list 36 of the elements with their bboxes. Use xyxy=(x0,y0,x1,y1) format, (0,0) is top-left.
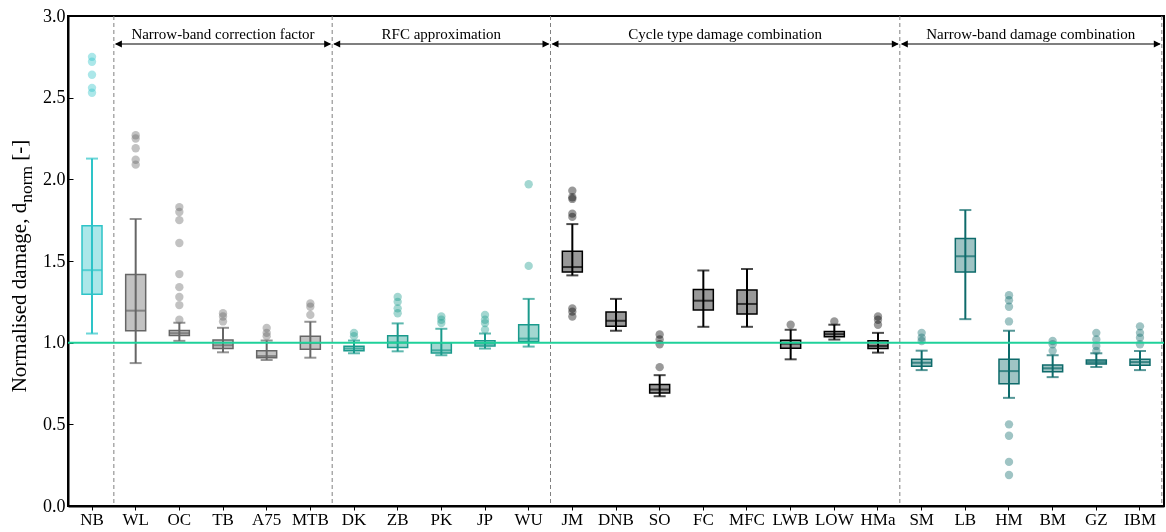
x-tick-label: A75 xyxy=(252,509,282,529)
x-tick-label: DNB xyxy=(598,509,634,529)
y-tick-label: 0.5 xyxy=(43,413,66,434)
x-tick-label: ZB xyxy=(386,509,409,529)
annotation: Narrow-band damage combination xyxy=(926,26,1136,42)
x-tick-label: SM xyxy=(909,509,934,529)
x-tick-label: TB xyxy=(212,509,234,529)
x-tick-label: NB xyxy=(80,509,104,529)
x-tick-label: LOW xyxy=(814,509,855,529)
y-tick-label: 0.0 xyxy=(43,495,66,516)
y-tick-label: 1.0 xyxy=(43,332,66,353)
y-tick-label: 2.0 xyxy=(43,168,66,189)
x-tick-label: LB xyxy=(954,509,977,529)
x-tick-label: BM xyxy=(1039,509,1066,529)
x-tick-label: OC xyxy=(167,509,192,529)
x-tick-label: PK xyxy=(430,509,453,529)
x-tick-label: MTB xyxy=(291,509,329,529)
x-tick-label: LWB xyxy=(772,509,809,529)
x-tick-label: JP xyxy=(476,509,494,529)
x-tick-label: WU xyxy=(514,509,543,529)
x-tick-label: DK xyxy=(341,509,367,529)
x-tick-label: SO xyxy=(648,509,671,529)
x-tick-label: GZ xyxy=(1084,509,1108,529)
x-tick-label: MFC xyxy=(729,509,765,529)
x-tick-label: JM xyxy=(561,509,584,529)
x-tick-label: HMa xyxy=(860,509,896,529)
x-tick-label: WL xyxy=(122,509,149,529)
annotation: Narrow-band correction factor xyxy=(131,26,315,42)
y-tick-label: 3.0 xyxy=(43,5,66,26)
y-tick-label: 1.5 xyxy=(43,250,66,271)
annotation: RFC approximation xyxy=(381,26,502,42)
x-tick-label: HM xyxy=(995,509,1023,529)
x-tick-label: FC xyxy=(692,509,714,529)
y-tick-label: 2.5 xyxy=(43,87,66,108)
annotation: Cycle type damage combination xyxy=(628,26,823,42)
x-tick-label: IBM xyxy=(1123,509,1157,529)
